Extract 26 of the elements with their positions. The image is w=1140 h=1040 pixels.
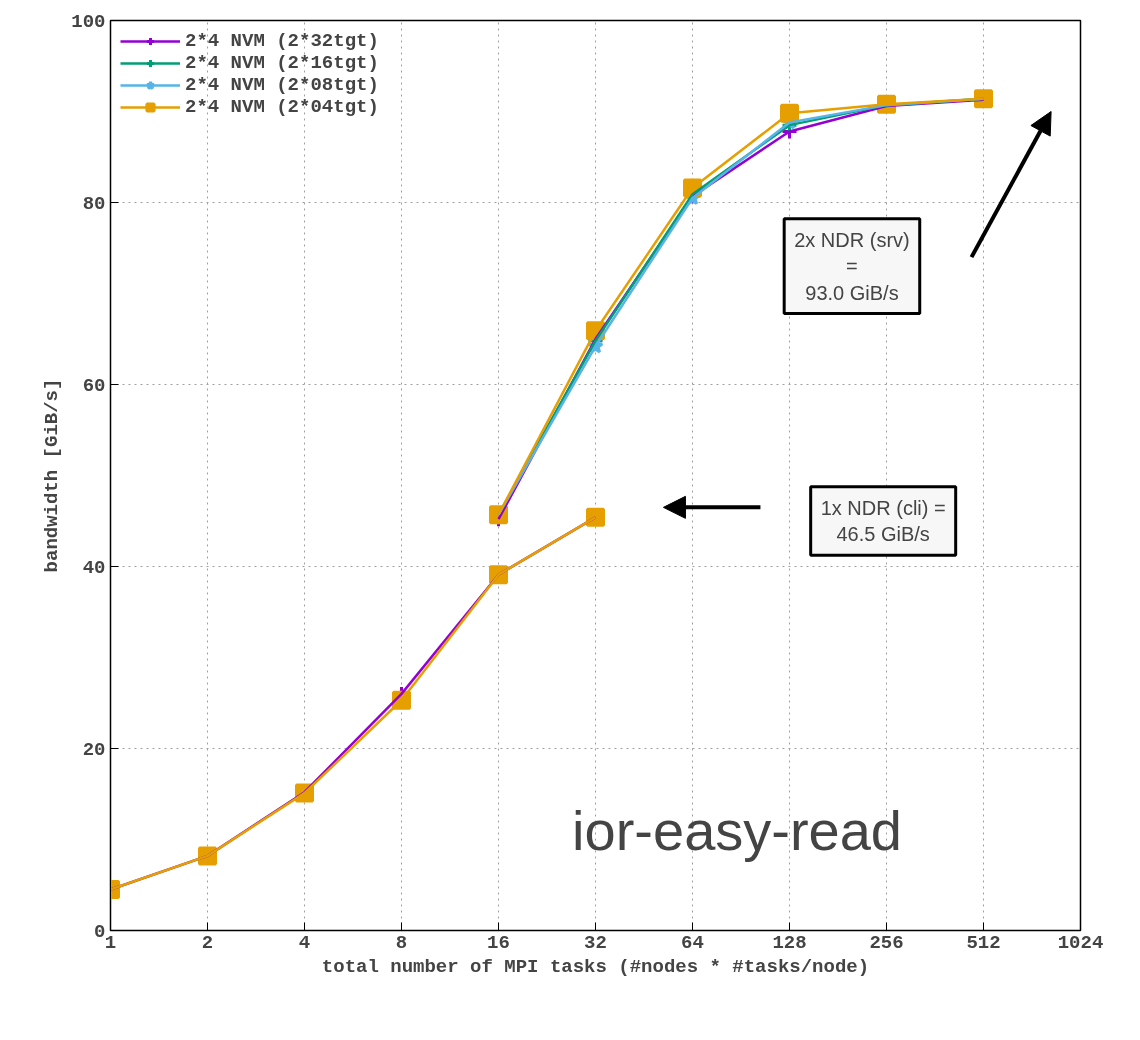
y-tick-label: 60 [82,374,106,397]
annotation: ior-easy-read [572,798,903,862]
y-tick-label: 80 [82,192,106,215]
x-tick-label: 1024 [1057,931,1104,954]
x-tick-label: 8 [395,931,408,954]
x-tick-label: 64 [681,931,704,954]
x-tick-label: 1 [104,931,117,954]
y-axis-title: bandwidth [GiB/s] [41,378,64,573]
x-tick-label: 512 [966,931,1001,954]
annotation: 1x NDR (cli) = 46.5 GiB/s [820,496,946,546]
x-tick-label: 256 [869,931,904,954]
annotation: 2x NDR (srv) = 93.0 GiB/s [794,228,910,304]
y-tick-label: 0 [94,920,106,943]
legend-label: 2*4 NVM (2*04tgt) [185,96,379,118]
legend-label: 2*4 NVM (2*08tgt) [185,74,379,96]
x-tick-label: 16 [487,931,510,954]
x-tick-label: 32 [584,931,607,954]
y-tick-label: 20 [82,738,106,761]
legend-label: 2*4 NVM (2*16tgt) [185,52,379,74]
y-tick-label: 40 [82,556,106,579]
legend-label: 2*4 NVM (2*32tgt) [185,30,379,52]
y-tick-label: 100 [71,10,106,33]
x-tick-label: 128 [772,931,807,954]
x-tick-label: 4 [298,931,311,954]
x-tick-label: 2 [201,931,214,954]
x-axis-title: total number of MPI tasks (#nodes * #tasks/node) [321,955,870,978]
